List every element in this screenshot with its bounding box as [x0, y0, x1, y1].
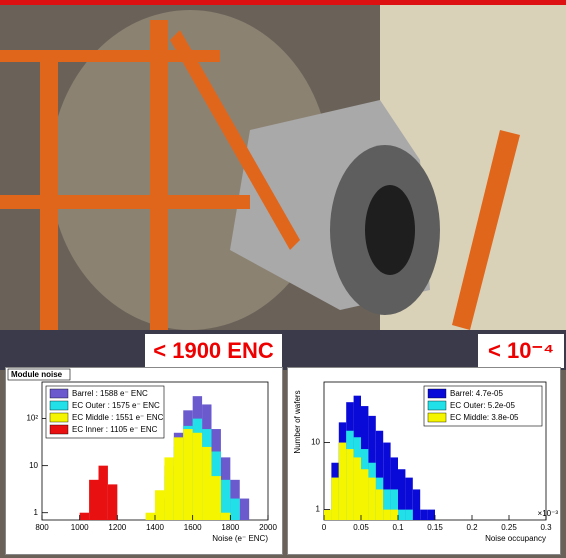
y-tick-label: 1 — [34, 508, 39, 517]
legend-swatch — [49, 388, 69, 399]
legend-swatch — [427, 412, 447, 423]
y-tick-label: 10 — [311, 438, 320, 447]
x-tick-label: 1200 — [108, 523, 126, 532]
hist-bar — [230, 498, 240, 520]
hist-bar — [220, 512, 231, 520]
floor — [0, 330, 566, 370]
hist-bar — [390, 457, 398, 520]
hist-bar — [405, 509, 413, 520]
hist-bar — [390, 489, 398, 520]
occupancy-chart: 0 0.05 0.1 0.15 0.2 0.25 0.3 1 10 Noise occupancy… — [287, 367, 561, 555]
hist-bar — [324, 509, 332, 520]
x-tick-label: 0.25 — [501, 523, 517, 532]
y-tick-label: 10² — [26, 414, 38, 423]
chart-title: Module noise — [11, 370, 63, 379]
hist-bar — [164, 457, 174, 520]
x-tick-label: 0 — [322, 523, 327, 532]
hist-bar — [211, 476, 221, 520]
hist-bar — [79, 512, 90, 520]
hist-bar — [353, 457, 361, 520]
legend-swatch — [427, 400, 447, 411]
x-tick-label: 0.15 — [427, 523, 443, 532]
title-box — [7, 368, 71, 381]
hist-bar — [98, 465, 108, 520]
legend-swatch — [49, 412, 69, 423]
hist-bar — [192, 432, 203, 520]
legend-swatch — [49, 424, 69, 435]
x-tick-label: 1600 — [184, 523, 202, 532]
x-axis-label: Noise occupancy — [485, 534, 546, 543]
hist-bar — [107, 484, 118, 520]
legend-label: EC Middle : 1551 e⁻ ENC — [72, 413, 164, 422]
x-tick-label: 0.1 — [392, 523, 404, 532]
hist-bar — [338, 442, 347, 520]
legend-label: EC Inner : 1105 e⁻ ENC — [72, 425, 158, 434]
hist-bar — [368, 477, 376, 520]
hist-bar — [361, 469, 369, 520]
x-tick-label: 0.3 — [540, 523, 552, 532]
legend-label: EC Outer: 5.2e-05 — [450, 401, 515, 410]
hist-bar — [183, 429, 193, 520]
hist-bar — [202, 446, 212, 520]
cylinder-bore — [365, 185, 415, 275]
noise-chart: Module noise 800 1000 1200 1400 1600 1800 2000 1… — [5, 367, 283, 555]
hist-bar — [155, 490, 165, 520]
hist-bar — [346, 449, 354, 520]
x-tick-label: 800 — [35, 523, 49, 532]
y-axis-label: Number of wafers — [293, 390, 302, 453]
x-multiplier: ×10⁻³ — [538, 509, 559, 518]
hist-bar — [398, 509, 406, 520]
top-bar — [0, 0, 566, 5]
x-tick-label: 0.2 — [466, 523, 478, 532]
occupancy-limit: < 10⁻⁴ — [478, 334, 564, 368]
hist-bar — [220, 479, 231, 520]
noise-limit: < 1900 ENC — [145, 334, 282, 368]
hist-bar — [405, 477, 413, 520]
hist-bar — [331, 477, 339, 520]
y-tick-label: 10 — [29, 461, 38, 470]
hist-bar — [427, 509, 435, 520]
hist-bar — [398, 469, 406, 520]
hist-bar — [375, 489, 384, 520]
hist-bar — [412, 489, 421, 520]
hist-bar — [383, 489, 391, 520]
hist-bar — [145, 512, 155, 520]
x-tick-label: 1000 — [71, 523, 89, 532]
x-tick-label: 2000 — [259, 523, 277, 532]
hist-bar — [239, 498, 250, 520]
frame — [0, 20, 520, 350]
legend-label: EC Middle: 3.8e-05 — [450, 413, 519, 422]
hist-bar — [390, 509, 398, 520]
x-tick-label: 0.05 — [353, 523, 369, 532]
legend-label: Barrel: 4.7e-05 — [450, 389, 503, 398]
legend-label: Barrel : 1588 e⁻ ENC — [72, 389, 148, 398]
x-tick-label: 1400 — [146, 523, 164, 532]
x-tick-label: 1800 — [221, 523, 239, 532]
hist-bar — [383, 509, 391, 520]
hist-bar — [173, 437, 184, 520]
legend-swatch — [427, 388, 447, 399]
hist-bar — [375, 430, 384, 520]
y-tick-label: 1 — [316, 505, 321, 514]
legend-swatch — [49, 400, 69, 411]
hist-bar — [383, 442, 391, 520]
legend-label: EC Outer : 1575 e⁻ ENC — [72, 401, 160, 410]
x-axis-label: Noise (e⁻ ENC) — [212, 534, 268, 543]
hist-bar — [420, 509, 428, 520]
hist-bar — [89, 479, 99, 520]
